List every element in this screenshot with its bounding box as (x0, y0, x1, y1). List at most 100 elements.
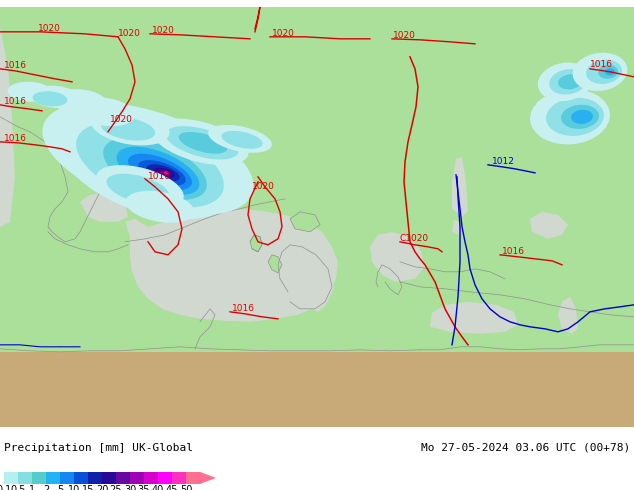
Bar (102, 472, 116, 484)
Text: Precipitation [mm] UK-Global: Precipitation [mm] UK-Global (4, 443, 193, 453)
Text: 45: 45 (166, 485, 178, 490)
Ellipse shape (586, 60, 622, 84)
Bar (32, 472, 46, 484)
Bar (60, 472, 74, 484)
Bar (18, 472, 32, 484)
Text: 0.5: 0.5 (10, 485, 26, 490)
Text: 1016: 1016 (148, 172, 171, 181)
Bar (74, 472, 88, 484)
Text: 1020: 1020 (110, 115, 133, 124)
Ellipse shape (76, 122, 224, 208)
Ellipse shape (138, 160, 186, 186)
Bar (130, 472, 144, 484)
Ellipse shape (117, 147, 200, 195)
Polygon shape (125, 209, 338, 322)
Text: 1: 1 (29, 485, 35, 490)
Ellipse shape (530, 89, 610, 145)
Text: 50: 50 (180, 485, 192, 490)
Ellipse shape (96, 165, 184, 209)
Ellipse shape (221, 131, 262, 149)
Ellipse shape (160, 170, 170, 175)
Text: 0.1: 0.1 (0, 485, 11, 490)
Polygon shape (0, 7, 15, 227)
Ellipse shape (605, 68, 615, 75)
Ellipse shape (558, 74, 582, 90)
Text: 1012: 1012 (492, 157, 515, 166)
Ellipse shape (91, 130, 213, 204)
Ellipse shape (561, 105, 599, 129)
Text: Mo 27-05-2024 03.06 UTC (00+78): Mo 27-05-2024 03.06 UTC (00+78) (421, 443, 630, 453)
Text: 30: 30 (124, 485, 136, 490)
Ellipse shape (32, 91, 67, 106)
Polygon shape (256, 229, 320, 287)
Text: 1020: 1020 (118, 29, 141, 38)
Ellipse shape (573, 52, 628, 91)
Ellipse shape (571, 110, 593, 124)
Text: 10: 10 (68, 485, 80, 490)
Text: 1020: 1020 (38, 24, 61, 33)
Ellipse shape (128, 154, 192, 190)
Polygon shape (80, 192, 128, 222)
Ellipse shape (546, 98, 604, 136)
Text: 1020: 1020 (152, 26, 175, 35)
Text: 1020: 1020 (393, 31, 416, 40)
Ellipse shape (8, 82, 53, 102)
Ellipse shape (75, 98, 135, 126)
Polygon shape (452, 157, 468, 217)
Text: C1020: C1020 (400, 234, 429, 243)
Text: 1016: 1016 (502, 247, 525, 256)
Text: 15: 15 (82, 485, 94, 490)
Text: 5: 5 (57, 485, 63, 490)
Polygon shape (290, 212, 320, 232)
Ellipse shape (165, 126, 238, 159)
Text: 1020: 1020 (272, 29, 295, 38)
Ellipse shape (91, 108, 169, 146)
Text: 1016: 1016 (4, 61, 27, 70)
Ellipse shape (538, 63, 592, 101)
Ellipse shape (59, 119, 231, 219)
Bar (158, 472, 172, 484)
Text: 20: 20 (96, 485, 108, 490)
Bar (88, 472, 102, 484)
Bar (0, 352, 634, 427)
Text: 1016: 1016 (4, 97, 27, 106)
Bar (144, 472, 158, 484)
Ellipse shape (126, 191, 195, 223)
Polygon shape (452, 220, 462, 235)
Text: 1016: 1016 (590, 60, 613, 69)
Text: 35: 35 (138, 485, 150, 490)
Ellipse shape (53, 89, 107, 115)
Text: 1020: 1020 (252, 182, 275, 191)
Polygon shape (200, 472, 216, 484)
Ellipse shape (208, 125, 272, 153)
Ellipse shape (179, 132, 227, 154)
Ellipse shape (42, 102, 254, 216)
Text: 1016: 1016 (232, 304, 255, 313)
Text: 25: 25 (110, 485, 122, 490)
Ellipse shape (153, 168, 175, 178)
Ellipse shape (30, 86, 80, 108)
Polygon shape (370, 232, 425, 282)
Ellipse shape (146, 164, 180, 181)
Text: 1016: 1016 (4, 134, 27, 143)
Polygon shape (250, 235, 262, 252)
Bar (172, 472, 186, 484)
Polygon shape (308, 269, 334, 312)
Ellipse shape (101, 117, 155, 141)
Ellipse shape (164, 172, 168, 174)
Ellipse shape (103, 138, 207, 200)
Text: 40: 40 (152, 485, 164, 490)
Polygon shape (430, 302, 518, 334)
Text: 2: 2 (43, 485, 49, 490)
Ellipse shape (152, 119, 249, 165)
Ellipse shape (549, 69, 587, 95)
Bar (116, 472, 130, 484)
Bar (4, 472, 18, 484)
Polygon shape (558, 297, 578, 334)
Bar (186, 472, 200, 484)
Bar (46, 472, 60, 484)
Polygon shape (530, 212, 568, 239)
Ellipse shape (598, 65, 618, 79)
Ellipse shape (107, 174, 169, 204)
Polygon shape (268, 255, 282, 273)
